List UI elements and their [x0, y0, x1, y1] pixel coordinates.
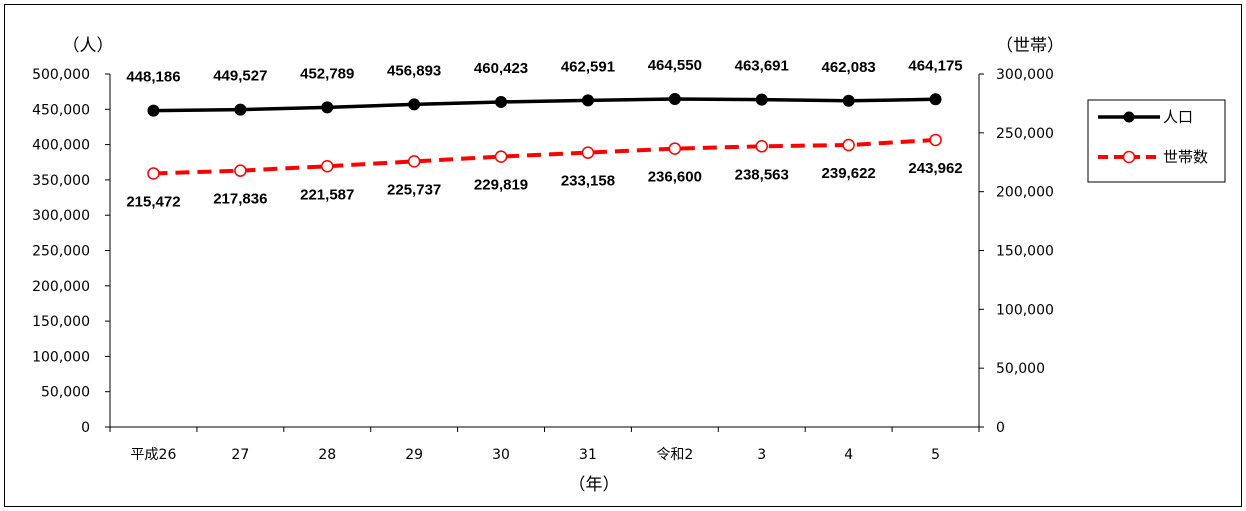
- series-0-point: [321, 101, 334, 114]
- left-y-tick-label: 0: [81, 420, 90, 436]
- series-1-data-label: 238,563: [735, 166, 789, 183]
- right-y-tick-label: 150,000: [996, 244, 1054, 260]
- x-axis-title: （年）: [569, 475, 620, 495]
- left-y-tick-label: 250,000: [32, 244, 90, 260]
- series-0-point: [408, 98, 421, 111]
- series-1-point: [842, 138, 855, 152]
- left-y-tick-label: 150,000: [32, 314, 90, 330]
- series-1-data-label: 221,587: [300, 186, 354, 203]
- series-1-point: [147, 167, 160, 180]
- series-0-point: [147, 104, 160, 117]
- left-axis-unit: （人）: [63, 36, 114, 56]
- left-y-tick-label: 300,000: [32, 208, 90, 224]
- right-y-tick-label: 0: [996, 420, 1005, 436]
- series-line-1: [153, 137, 936, 176]
- right-y-tick-label: 100,000: [996, 302, 1054, 318]
- series-0-point: [495, 95, 508, 108]
- x-tick-label: 28: [318, 447, 336, 463]
- right-y-tick-label: 50,000: [996, 361, 1045, 377]
- series-1-data-label: 236,600: [648, 169, 702, 186]
- left-y-tick-label: 500,000: [32, 67, 90, 83]
- right-y-tick-label: 250,000: [996, 126, 1054, 142]
- series-0-data-label: 462,083: [822, 59, 876, 76]
- x-tick-label: 27: [231, 447, 249, 463]
- series-1-data-label: 225,737: [387, 181, 441, 198]
- chart-frame: [4, 4, 1242, 507]
- x-tick-label: 30: [492, 447, 510, 463]
- series-0-point: [842, 94, 855, 107]
- x-tick-label: 3: [757, 447, 766, 463]
- series-0-data-label: 462,591: [561, 58, 615, 75]
- series-1-data-label: 233,158: [561, 173, 615, 190]
- left-y-tick-label: 200,000: [32, 279, 90, 295]
- series-0-point: [581, 94, 594, 107]
- series-0-point: [755, 93, 768, 106]
- left-y-tick-label: 400,000: [32, 138, 90, 154]
- series-1-point: [668, 142, 682, 155]
- x-tick-label: 31: [579, 447, 597, 463]
- series-1-data-label: 217,836: [213, 191, 267, 208]
- series-1-point: [494, 150, 508, 163]
- series-1-point: [321, 160, 334, 173]
- series-1-point: [755, 140, 768, 153]
- legend-marker-0: [1123, 111, 1135, 123]
- series-1-point: [234, 164, 247, 177]
- left-y-tick-label: 50,000: [41, 385, 90, 401]
- left-y-tick-label: 100,000: [32, 349, 90, 365]
- x-tick-label: 5: [931, 447, 940, 463]
- series-0-point: [668, 93, 681, 106]
- legend-label-1: 世帯数: [1163, 148, 1208, 166]
- series-1-data-label: 243,962: [908, 160, 962, 177]
- series-1-data-label: 239,622: [822, 165, 876, 182]
- series-0-data-label: 460,423: [474, 60, 528, 77]
- series-1-data-label: 215,472: [126, 193, 180, 210]
- series-1-point: [929, 133, 942, 147]
- x-tick-label: 平成26: [131, 447, 177, 463]
- series-line-0: [153, 97, 936, 113]
- right-y-tick-label: 300,000: [996, 67, 1054, 83]
- series-1-point: [581, 146, 595, 159]
- series-0-data-label: 448,186: [126, 69, 180, 86]
- series-1-data-label: 229,819: [474, 177, 528, 194]
- legend-marker-1: [1122, 150, 1136, 164]
- x-tick-label: 4: [844, 447, 853, 463]
- series-0-data-label: 463,691: [735, 58, 789, 75]
- series-1-point: [407, 155, 421, 168]
- right-axis-unit: （世帯）: [996, 36, 1064, 56]
- series-0-data-label: 452,789: [300, 65, 354, 82]
- series-0-data-label: 449,527: [213, 68, 267, 85]
- right-y-tick-label: 200,000: [996, 185, 1054, 201]
- x-tick-label: 29: [405, 447, 423, 463]
- left-y-tick-label: 350,000: [32, 173, 90, 189]
- legend-label-0: 人口: [1163, 108, 1193, 126]
- series-0-point: [929, 93, 942, 106]
- series-0-data-label: 464,550: [648, 57, 702, 74]
- series-0-point: [234, 103, 247, 116]
- x-tick-label: 令和2: [656, 447, 693, 463]
- series-0-data-label: 464,175: [908, 57, 962, 74]
- legend-box: [1087, 99, 1226, 183]
- left-y-tick-label: 450,000: [32, 102, 90, 118]
- series-0-data-label: 456,893: [387, 62, 441, 79]
